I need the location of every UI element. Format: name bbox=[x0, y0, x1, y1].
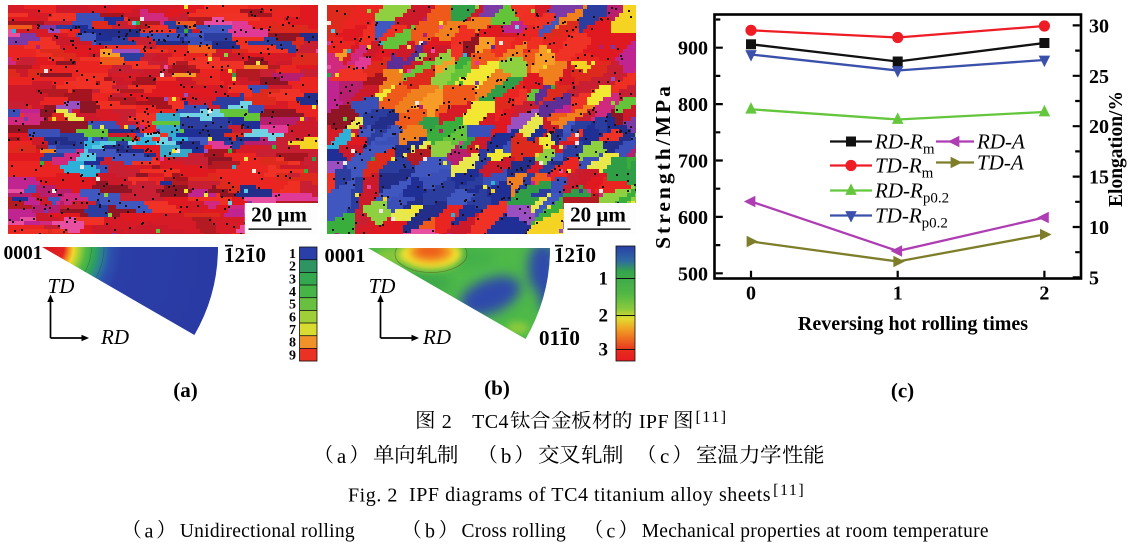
svg-text:1: 1 bbox=[289, 247, 296, 262]
svg-text:Elongation/%: Elongation/% bbox=[1106, 91, 1127, 207]
svg-text:RD-Rp0.2: RD-Rp0.2 bbox=[874, 179, 949, 207]
svg-text:20 μm: 20 μm bbox=[251, 203, 307, 227]
svg-text:(a): (a) bbox=[173, 378, 198, 402]
svg-text:RD-A: RD-A bbox=[976, 130, 1025, 154]
svg-text:500: 500 bbox=[678, 263, 708, 285]
svg-text:20: 20 bbox=[1089, 116, 1109, 138]
svg-text:5: 5 bbox=[1089, 267, 1099, 289]
svg-text:TD: TD bbox=[369, 274, 396, 298]
svg-text:7: 7 bbox=[289, 323, 296, 338]
svg-text:5: 5 bbox=[289, 298, 296, 313]
svg-text:TD-A: TD-A bbox=[977, 151, 1024, 175]
svg-text:10: 10 bbox=[1089, 217, 1109, 239]
svg-text:0001: 0001 bbox=[325, 245, 366, 267]
svg-text:3: 3 bbox=[289, 272, 296, 287]
svg-text:TD-Rp0.2: TD-Rp0.2 bbox=[875, 204, 948, 232]
svg-text:1210: 1210 bbox=[224, 243, 266, 267]
svg-text:20 μm: 20 μm bbox=[570, 203, 626, 227]
svg-text:800: 800 bbox=[678, 94, 708, 116]
svg-text:25: 25 bbox=[1089, 66, 1109, 88]
svg-text:0001: 0001 bbox=[4, 243, 43, 264]
svg-text:2: 2 bbox=[1039, 283, 1049, 305]
svg-text:4: 4 bbox=[289, 285, 296, 300]
svg-text:30: 30 bbox=[1089, 15, 1109, 37]
svg-text:Strength/MPa: Strength/MPa bbox=[651, 83, 675, 249]
svg-text:(c): (c) bbox=[891, 379, 914, 403]
svg-text:600: 600 bbox=[678, 207, 708, 229]
svg-text:TD-Rm: TD-Rm bbox=[875, 154, 934, 182]
svg-text:1210: 1210 bbox=[554, 243, 596, 267]
svg-text:Reversing hot rolling times: Reversing hot rolling times bbox=[798, 313, 1028, 335]
svg-text:2: 2 bbox=[599, 306, 609, 327]
svg-text:(b): (b) bbox=[484, 376, 510, 400]
svg-text:RD: RD bbox=[422, 325, 451, 349]
svg-text:900: 900 bbox=[678, 38, 708, 60]
svg-text:9: 9 bbox=[289, 348, 296, 363]
svg-text:RD: RD bbox=[100, 325, 129, 349]
svg-text:0110: 0110 bbox=[539, 326, 580, 350]
svg-text:3: 3 bbox=[599, 340, 609, 361]
svg-text:2: 2 bbox=[289, 260, 296, 275]
svg-text:1: 1 bbox=[893, 283, 903, 305]
svg-text:15: 15 bbox=[1089, 167, 1109, 189]
svg-text:8: 8 bbox=[289, 336, 296, 351]
svg-text:700: 700 bbox=[678, 151, 708, 173]
svg-text:6: 6 bbox=[289, 310, 296, 325]
svg-text:0: 0 bbox=[746, 283, 756, 305]
svg-text:TD: TD bbox=[48, 274, 75, 298]
svg-text:1: 1 bbox=[599, 269, 609, 290]
